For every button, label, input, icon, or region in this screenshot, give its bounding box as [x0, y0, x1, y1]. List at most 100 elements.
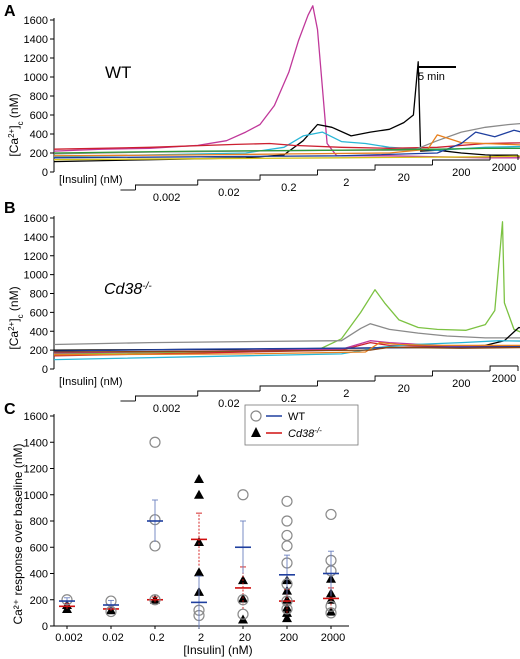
ko-triangle-point	[194, 474, 204, 483]
panel-a-axes: 0 200 400 600 800 1000 1200 1400 1600	[24, 15, 55, 179]
panel-c-y-tick-label: 0	[42, 621, 48, 633]
panel-b-y-tick-label: 0	[42, 364, 48, 376]
legend-wt-circle	[250, 410, 262, 422]
panel-a-letter: A	[4, 3, 16, 20]
panel-a-trace	[53, 147, 520, 154]
panel-a-y-tick-label: 600	[30, 110, 48, 122]
panel-a-step-line	[135, 184, 198, 190]
panel-a-y-tick-label: 400	[30, 129, 48, 141]
panel-a: A [Ca2+]c (nM) 0 200 400 600 800 1000 1200 1400…	[4, 3, 520, 204]
panel-a-y-tick-label: 200	[30, 148, 48, 160]
panel-a-step-line	[317, 169, 376, 175]
panel-b-y-tick-label: 200	[30, 345, 48, 357]
panel-b-letter: B	[4, 200, 16, 217]
panel-b-axes: 0 200 400 600 800 1000 1200 1400 1600	[24, 213, 55, 376]
panel-b-step-line	[432, 370, 491, 376]
panel-a-y-tick-label: 800	[30, 91, 48, 103]
panel-b-insulin-label: [Insulin] (nM)	[59, 376, 123, 388]
ko-triangle-point	[282, 613, 292, 623]
wt-circle-point	[281, 529, 293, 542]
panel-c-y-tick-label: 1200	[24, 464, 48, 476]
panel-a-trace	[53, 5, 520, 159]
panel-a-trace	[53, 131, 520, 158]
wt-circle-point	[281, 603, 293, 615]
panel-b-y-tick-label: 1400	[24, 232, 48, 244]
wt-circle-point	[237, 608, 249, 620]
panel-a-step-line	[489, 154, 518, 160]
panel-a-step-label: 0.2	[281, 182, 296, 194]
panel-b-y-tick-label: 400	[30, 326, 48, 338]
panel-c-y-tick-label: 1400	[24, 437, 48, 449]
panel-a-traces	[53, 5, 520, 163]
panel-c-x-tick-label: 2000	[321, 632, 345, 644]
scale-bar-label: 5 min	[418, 71, 445, 83]
panel-c-x-tick-label: 0.002	[55, 632, 83, 644]
panel-b-trace	[53, 341, 520, 356]
panel-a-y-tick-label: 0	[42, 167, 48, 179]
legend-box	[244, 404, 359, 446]
panel-b-step-line	[135, 395, 198, 401]
panel-a-step-line	[432, 159, 491, 165]
panel-c: C Ca²⁺ response over baseline (nM) 0 200 4…	[4, 401, 359, 657]
panel-a-trace	[53, 142, 520, 150]
panel-b-y-tick-label: 1000	[24, 270, 48, 282]
panel-a-step-label: 20	[398, 172, 410, 184]
panel-a-y-tick-label: 1000	[24, 72, 48, 84]
panel-b-step-line	[317, 380, 376, 386]
panel-c-legend: WT Cd38-/-	[244, 404, 359, 446]
wt-circle-point	[325, 600, 337, 612]
panel-b-step-line	[197, 390, 261, 396]
panel-b-step-line	[374, 375, 433, 381]
ko-triangle-point	[282, 602, 292, 612]
panel-c-y-tick-label: 1000	[24, 490, 48, 502]
wt-circle-point	[281, 515, 293, 527]
panel-a-step-line	[374, 164, 433, 170]
panel-b-step-line	[259, 385, 318, 391]
legend-wt-label: WT	[288, 411, 305, 423]
panel-b-step-line	[489, 365, 518, 371]
panel-b-y-tick-label: 1200	[24, 251, 48, 263]
panel-a-step-line	[197, 179, 261, 185]
panel-c-x-tick-label: 2	[198, 632, 204, 644]
panel-a-y-tick-label: 1200	[24, 53, 48, 65]
panel-b-trace	[53, 340, 520, 361]
ko-triangle-point	[194, 489, 204, 499]
panel-b-step-label: 0.002	[153, 403, 181, 415]
wt-circle-point	[237, 594, 249, 606]
panel-c-x-tick-label: 200	[280, 632, 298, 644]
panel-c-y-tick-label: 400	[30, 569, 48, 581]
panel-a-y-tick-label: 1600	[24, 15, 48, 27]
panel-b-insulin-steps: 0.002 0.02 0.2 2 20 200 2000	[120, 365, 519, 415]
panel-b-trace	[53, 345, 520, 352]
panel-b-y-tick-label: 1600	[24, 213, 48, 225]
panel-a-step-line	[259, 174, 318, 180]
wt-circle-point	[61, 594, 73, 606]
panel-a-genotype: WT	[105, 63, 131, 82]
panel-b-trace	[53, 323, 520, 346]
panel-b-step-label: 200	[452, 378, 470, 390]
panel-b-step-label: 2	[343, 388, 349, 400]
wt-circle-point	[149, 436, 161, 448]
panel-c-x-tick-label: 0.02	[102, 632, 123, 644]
panel-b-step-label: 20	[398, 383, 410, 395]
panel-a-trace	[53, 155, 520, 161]
legend-ko-triangle	[251, 427, 261, 437]
panel-b-trace	[53, 346, 520, 353]
panel-a-step-label: 2000	[492, 162, 516, 174]
panel-c-x-tick-label: 20	[239, 632, 251, 644]
panel-a-trace	[53, 61, 520, 163]
panel-a-step-label: 200	[452, 167, 470, 179]
panel-a-ylabel: [Ca2+]c (nM)	[7, 93, 25, 156]
ko-triangle-point	[194, 537, 204, 546]
panel-c-xlabel: [Insulin] (nM)	[183, 643, 252, 657]
panel-b-step-label: 0.02	[218, 398, 239, 410]
panel-c-x-tick-label: 0.2	[149, 632, 164, 644]
legend-ko-label: Cd38-/-	[288, 426, 322, 441]
panel-a-step-label: 2	[343, 177, 349, 189]
panel-c-y-tick-label: 1600	[24, 411, 48, 423]
wt-circle-point	[237, 489, 249, 501]
panel-a-y-tick-label: 1400	[24, 34, 48, 46]
wt-circle-point	[281, 595, 293, 607]
panel-b-trace	[53, 221, 520, 355]
